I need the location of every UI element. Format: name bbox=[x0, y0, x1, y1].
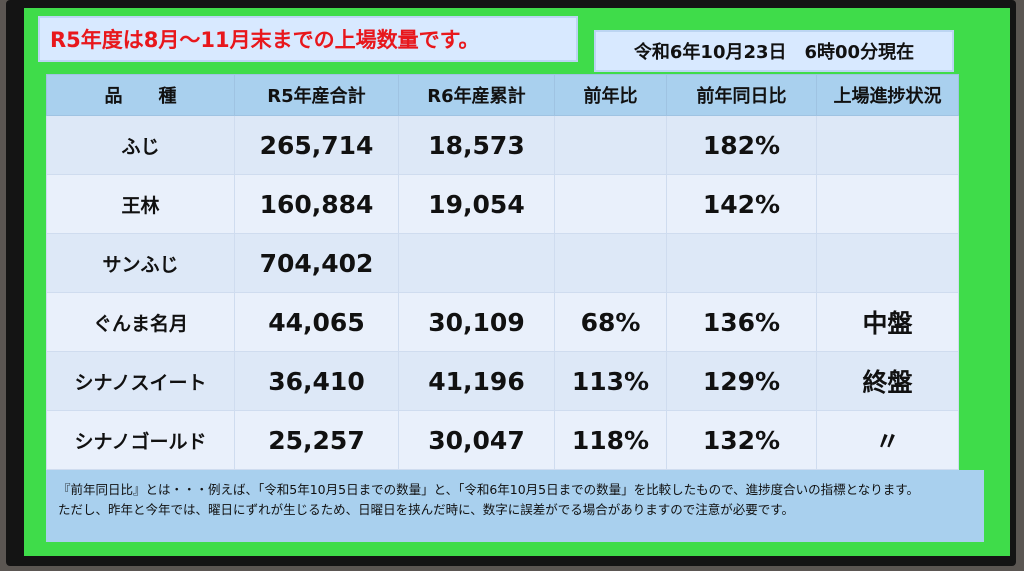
yoy-same-day-cell: 132% bbox=[666, 410, 817, 470]
yoy-cell: 68% bbox=[554, 292, 667, 352]
table-row: シナノゴールド 25,257 30,047 118% 132% 〃 bbox=[46, 410, 959, 470]
progress-cell: 終盤 bbox=[816, 351, 959, 411]
r6-cumulative-cell: 19,054 bbox=[398, 174, 555, 234]
timestamp-box: 令和6年10月23日 6時00分現在 bbox=[594, 30, 954, 72]
r5-total-cell: 25,257 bbox=[234, 410, 399, 470]
variety-cell: サンふじ bbox=[46, 233, 235, 293]
yoy-cell bbox=[554, 233, 667, 293]
table-header-row: 品 種 R5年産合計 R6年産累計 前年比 前年同日比 上場進捗状況 bbox=[46, 74, 959, 116]
table-row: 王林 160,884 19,054 142% bbox=[46, 174, 959, 234]
variety-cell: シナノスイート bbox=[46, 351, 235, 411]
variety-cell: ぐんま名月 bbox=[46, 292, 235, 352]
r5-total-cell: 160,884 bbox=[234, 174, 399, 234]
progress-cell: 中盤 bbox=[816, 292, 959, 352]
progress-cell bbox=[816, 174, 959, 234]
yoy-cell bbox=[554, 115, 667, 175]
column-header-r5-total: R5年産合計 bbox=[234, 74, 399, 116]
notice-title-text: R5年度は8月〜11月末までの上場数量です。 bbox=[50, 28, 480, 52]
table-row: サンふじ 704,402 bbox=[46, 233, 959, 293]
timestamp-text: 令和6年10月23日 6時00分現在 bbox=[633, 42, 915, 63]
variety-cell: 王林 bbox=[46, 174, 235, 234]
yoy-cell: 113% bbox=[554, 351, 667, 411]
r5-total-cell: 44,065 bbox=[234, 292, 399, 352]
r5-total-cell: 704,402 bbox=[234, 233, 399, 293]
column-header-progress: 上場進捗状況 bbox=[816, 74, 959, 116]
column-header-yoy-same-day: 前年同日比 bbox=[666, 74, 817, 116]
shipment-table: 品 種 R5年産合計 R6年産累計 前年比 前年同日比 上場進捗状況 ふじ 26… bbox=[46, 74, 959, 470]
footnote-line-1: 『前年同日比』とは・・・例えば、「令和5年10月5日までの数量」と、「令和6年1… bbox=[58, 482, 920, 497]
r6-cumulative-cell: 30,047 bbox=[398, 410, 555, 470]
variety-cell: シナノゴールド bbox=[46, 410, 235, 470]
r6-cumulative-cell: 18,573 bbox=[398, 115, 555, 175]
r6-cumulative-cell bbox=[398, 233, 555, 293]
yoy-same-day-cell: 129% bbox=[666, 351, 817, 411]
r5-total-cell: 36,410 bbox=[234, 351, 399, 411]
r6-cumulative-cell: 30,109 bbox=[398, 292, 555, 352]
variety-cell: ふじ bbox=[46, 115, 235, 175]
column-header-r6-cumulative: R6年産累計 bbox=[398, 74, 555, 116]
table-row: ぐんま名月 44,065 30,109 68% 136% 中盤 bbox=[46, 292, 959, 352]
yoy-cell: 118% bbox=[554, 410, 667, 470]
r6-cumulative-cell: 41,196 bbox=[398, 351, 555, 411]
monitor-bezel: R5年度は8月〜11月末までの上場数量です。 令和6年10月23日 6時00分現… bbox=[6, 0, 1016, 566]
footnote-box: 『前年同日比』とは・・・例えば、「令和5年10月5日までの数量」と、「令和6年1… bbox=[46, 470, 984, 542]
table-row: シナノスイート 36,410 41,196 113% 129% 終盤 bbox=[46, 351, 959, 411]
column-header-yoy: 前年比 bbox=[554, 74, 667, 116]
progress-cell: 〃 bbox=[816, 410, 959, 470]
r5-total-cell: 265,714 bbox=[234, 115, 399, 175]
yoy-same-day-cell: 182% bbox=[666, 115, 817, 175]
yoy-same-day-cell: 136% bbox=[666, 292, 817, 352]
footnote-line-2: ただし、昨年と今年では、曜日にずれが生じるため、日曜日を挟んだ時に、数字に誤差が… bbox=[58, 502, 795, 517]
yoy-same-day-cell bbox=[666, 233, 817, 293]
progress-cell bbox=[816, 233, 959, 293]
notice-title: R5年度は8月〜11月末までの上場数量です。 bbox=[38, 16, 578, 62]
yoy-same-day-cell: 142% bbox=[666, 174, 817, 234]
display-screen: R5年度は8月〜11月末までの上場数量です。 令和6年10月23日 6時00分現… bbox=[24, 8, 1010, 556]
table-row: ふじ 265,714 18,573 182% bbox=[46, 115, 959, 175]
progress-cell bbox=[816, 115, 959, 175]
column-header-variety: 品 種 bbox=[46, 74, 235, 116]
yoy-cell bbox=[554, 174, 667, 234]
